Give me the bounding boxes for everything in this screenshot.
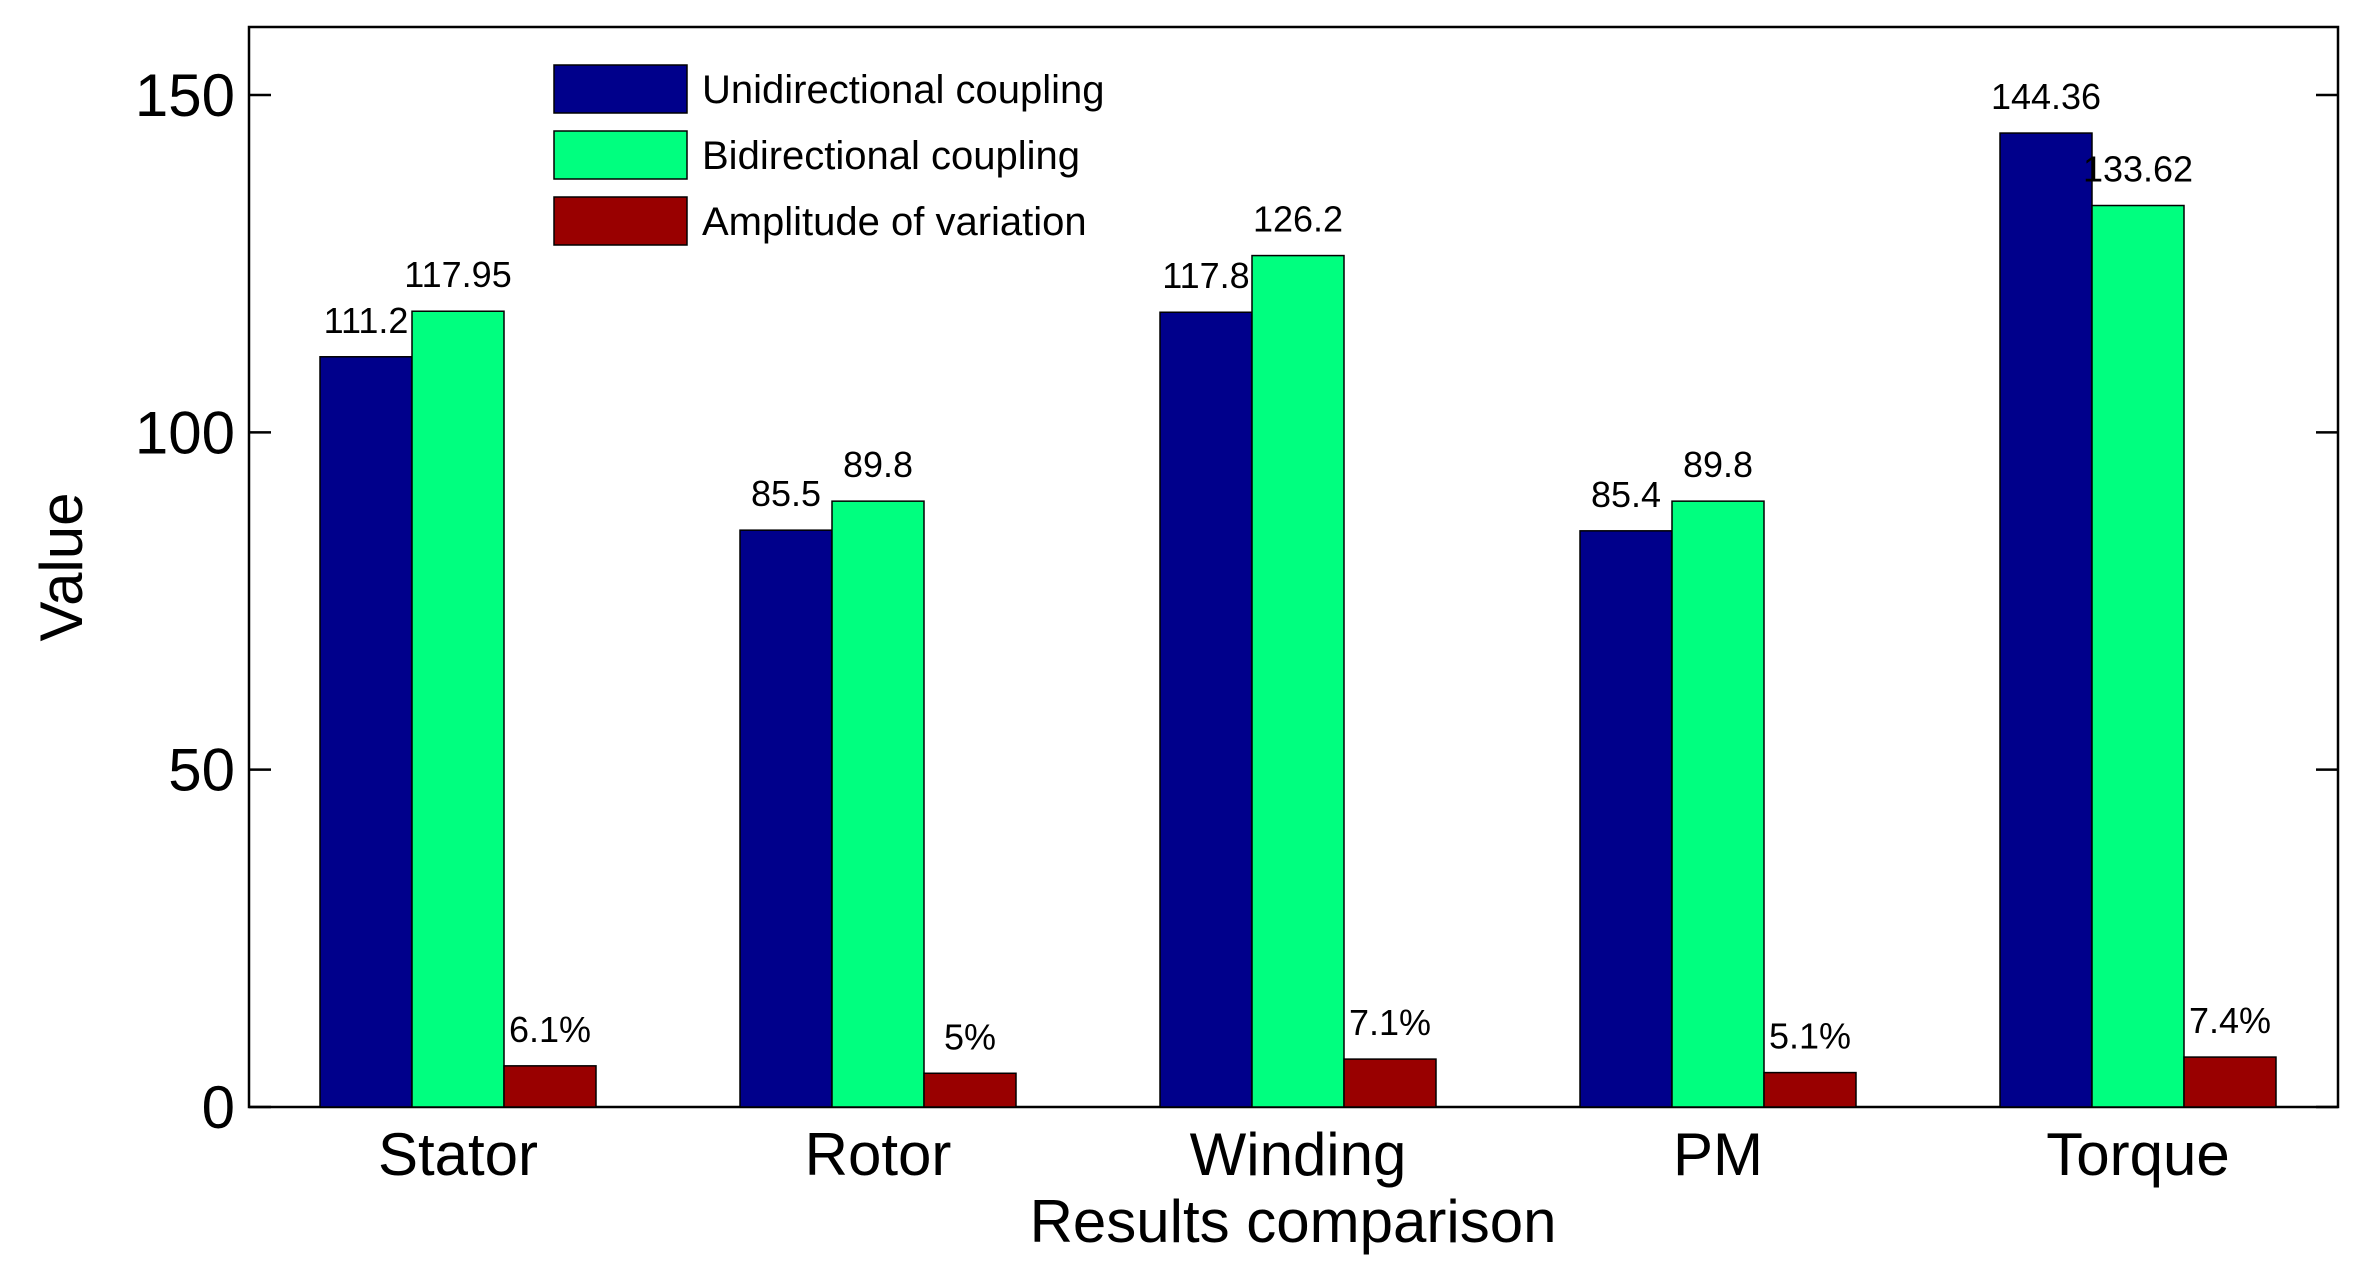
legend-label: Amplitude of variation bbox=[702, 200, 1087, 244]
bar-bidirectional-coupling bbox=[1671, 500, 1765, 1108]
y-tick-label: 0 bbox=[202, 1074, 235, 1141]
y-axis-title: Value bbox=[28, 492, 95, 641]
y-tick-label: 100 bbox=[135, 399, 235, 466]
bar-value-label: 85.5 bbox=[751, 473, 821, 514]
bar-value-label: 89.8 bbox=[1683, 444, 1753, 485]
bar-unidirectional-coupling bbox=[319, 356, 413, 1108]
legend: Unidirectional coupling Bidirectional cou… bbox=[553, 64, 1104, 246]
bar-bidirectional-coupling bbox=[831, 500, 925, 1108]
legend-label: Bidirectional coupling bbox=[702, 134, 1080, 178]
bar-value-label: 89.8 bbox=[843, 444, 913, 485]
bar-value-label: 117.95 bbox=[404, 254, 511, 295]
bar-amplitude-of-variation bbox=[503, 1065, 597, 1108]
bar-unidirectional-coupling bbox=[1579, 530, 1673, 1108]
bar-amplitude-of-variation bbox=[2183, 1056, 2277, 1108]
bar-value-label: 117.8 bbox=[1162, 255, 1249, 296]
x-axis-title: Results comparison bbox=[1030, 1188, 1557, 1255]
bar-value-label: 133.62 bbox=[2083, 149, 2193, 190]
legend-swatch bbox=[553, 64, 688, 114]
legend-swatch bbox=[553, 130, 688, 180]
bar-amplitude-of-variation bbox=[923, 1072, 1017, 1108]
axis-ticks: 0 50 100 150 Stator Rotor Winding PM Torque bbox=[135, 62, 2338, 1188]
bar-value-label: 126.2 bbox=[1253, 199, 1343, 240]
bar-value-label: 5.1% bbox=[1769, 1016, 1851, 1057]
legend-swatch bbox=[553, 196, 688, 246]
x-category-label: PM bbox=[1673, 1121, 1763, 1188]
bar-value-label: 7.1% bbox=[1349, 1002, 1431, 1043]
bar-value-label: 85.4 bbox=[1591, 474, 1661, 515]
bar-bidirectional-coupling bbox=[1251, 254, 1345, 1108]
bar-value-label: 5% bbox=[944, 1016, 996, 1057]
bar-bidirectional-coupling bbox=[411, 310, 505, 1108]
y-tick-label: 150 bbox=[135, 62, 235, 129]
bar-bidirectional-coupling bbox=[2091, 204, 2185, 1108]
bar-value-label: 6.1% bbox=[509, 1009, 591, 1050]
bar-value-label: 144.36 bbox=[1991, 76, 2101, 117]
legend-label: Unidirectional coupling bbox=[702, 68, 1104, 112]
bar-unidirectional-coupling bbox=[739, 529, 833, 1108]
x-category-label: Winding bbox=[1190, 1121, 1407, 1188]
bar-amplitude-of-variation bbox=[1343, 1058, 1437, 1108]
bar-unidirectional-coupling bbox=[1159, 311, 1253, 1108]
x-category-label: Stator bbox=[378, 1121, 538, 1188]
bar-group bbox=[319, 132, 2277, 1108]
bar-value-label: 111.2 bbox=[324, 300, 409, 341]
x-category-label: Rotor bbox=[805, 1121, 952, 1188]
x-category-label: Torque bbox=[2046, 1121, 2229, 1188]
bar-amplitude-of-variation bbox=[1763, 1071, 1857, 1108]
bar-value-label: 7.4% bbox=[2189, 1000, 2271, 1041]
y-tick-label: 50 bbox=[168, 737, 235, 804]
bar-unidirectional-coupling bbox=[1999, 132, 2093, 1108]
